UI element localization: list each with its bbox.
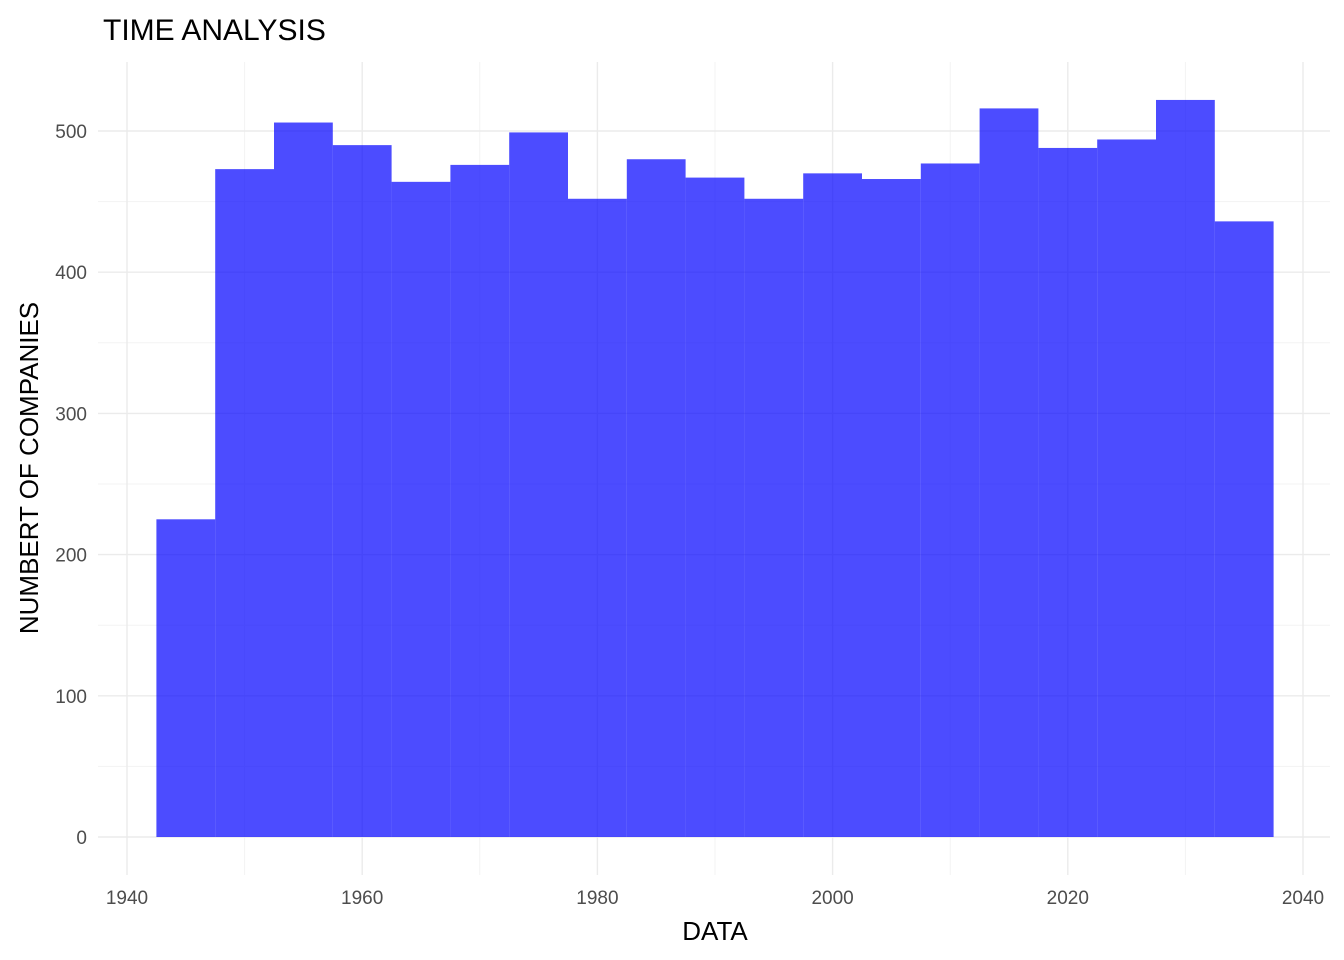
histogram-bar	[920, 163, 980, 837]
y-tick-label: 100	[55, 687, 87, 708]
histogram-bar	[685, 177, 745, 837]
histogram-bars	[156, 99, 1274, 838]
x-axis-title: DATA	[682, 916, 748, 946]
x-tick-label: 1940	[106, 888, 148, 909]
histogram-bar	[862, 179, 921, 837]
chart-title: TIME ANALYSIS	[103, 14, 326, 47]
histogram-bar	[332, 145, 392, 837]
x-tick-label: 1980	[576, 888, 618, 909]
histogram-bar	[626, 159, 686, 838]
histogram-bar	[1038, 147, 1098, 838]
y-axis-title: NUMBERT OF COMPANIES	[14, 302, 44, 634]
y-tick-label: 500	[55, 122, 87, 143]
histogram-bar	[156, 519, 216, 837]
histogram-bar	[450, 164, 510, 837]
histogram-bar	[274, 122, 333, 837]
histogram-bar	[803, 173, 862, 838]
x-tick-label: 2040	[1282, 888, 1324, 909]
histogram-bar	[568, 198, 627, 837]
x-axis-ticks: 1940 1960 1980 2000 2020 2040	[106, 888, 1324, 909]
histogram-bar	[509, 132, 568, 838]
histogram-bar	[215, 169, 274, 837]
histogram-bar	[1214, 221, 1274, 838]
histogram-bar	[1097, 139, 1156, 838]
histogram-bar	[391, 181, 451, 837]
y-tick-label: 0	[76, 828, 87, 849]
y-tick-label: 200	[55, 546, 87, 567]
x-tick-label: 1960	[341, 888, 383, 909]
y-axis-ticks: 0 100 200 300 400 500	[55, 122, 87, 849]
histogram-bar	[744, 198, 804, 837]
y-tick-label: 300	[55, 404, 87, 425]
histogram-bar	[1156, 99, 1215, 838]
y-tick-label: 400	[55, 263, 87, 284]
x-tick-label: 2000	[811, 888, 853, 909]
histogram-bar	[979, 108, 1039, 837]
x-tick-label: 2020	[1047, 888, 1089, 909]
